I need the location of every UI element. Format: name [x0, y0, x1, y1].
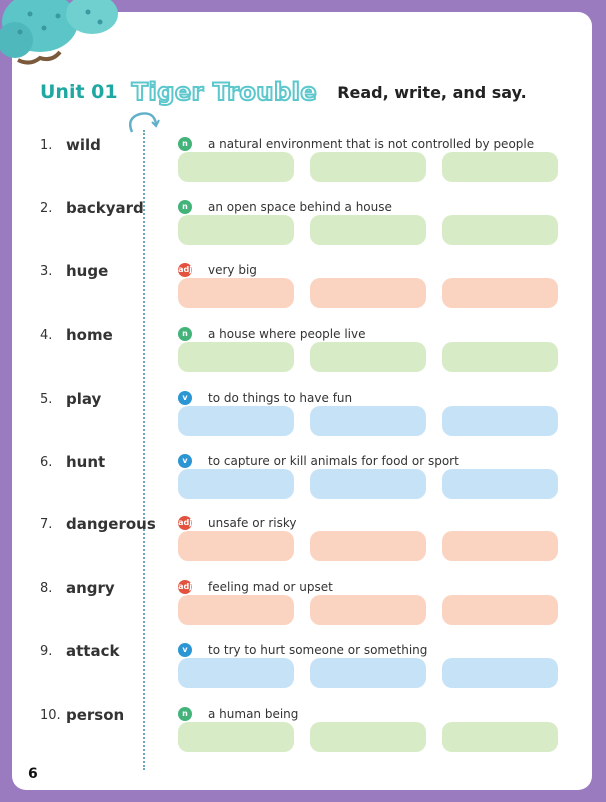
entry-word: wild	[66, 136, 101, 154]
swirl-icon	[129, 112, 160, 133]
writing-box[interactable]	[178, 278, 294, 308]
writing-box[interactable]	[442, 406, 558, 436]
vocab-entry: 7. dangerous adj unsafe or risky	[0, 515, 606, 581]
vocab-entry: 5. play v to do things to have fun	[0, 390, 606, 456]
entry-word: huge	[66, 262, 109, 280]
entry-definition: feeling mad or upset	[208, 580, 333, 594]
instruction-text: Read, write, and say.	[337, 82, 527, 102]
writing-box[interactable]	[310, 278, 426, 308]
writing-box[interactable]	[442, 658, 558, 688]
entry-definition: to try to hurt someone or something	[208, 643, 428, 657]
writing-box[interactable]	[442, 342, 558, 372]
entry-definition: very big	[208, 263, 257, 277]
writing-box[interactable]	[310, 722, 426, 752]
writing-box[interactable]	[310, 658, 426, 688]
writing-boxes	[178, 658, 558, 688]
unit-label: Unit 01	[40, 81, 118, 103]
part-of-speech-badge: n	[178, 200, 192, 214]
writing-box[interactable]	[310, 406, 426, 436]
entry-definition: to do things to have fun	[208, 391, 353, 405]
writing-boxes	[178, 215, 558, 245]
entry-word: home	[66, 326, 113, 344]
entry-word: play	[66, 390, 102, 408]
entry-number: 5.	[40, 392, 53, 407]
page-header: Unit 01 Tiger Trouble Read, write, and s…	[40, 77, 527, 107]
vocab-entry: 4. home n a house where people live	[0, 326, 606, 392]
writing-box[interactable]	[310, 342, 426, 372]
writing-box[interactable]	[442, 215, 558, 245]
page-number: 6	[28, 766, 38, 782]
writing-box[interactable]	[178, 658, 294, 688]
writing-box[interactable]	[442, 152, 558, 182]
writing-box[interactable]	[442, 469, 558, 499]
entry-number: 3.	[40, 264, 53, 279]
entry-word: dangerous	[66, 515, 156, 533]
entry-definition: a human being	[208, 707, 299, 721]
writing-box[interactable]	[178, 531, 294, 561]
writing-boxes	[178, 722, 558, 752]
entry-number: 8.	[40, 581, 53, 596]
part-of-speech-badge: n	[178, 707, 192, 721]
writing-boxes	[178, 278, 558, 308]
part-of-speech-badge: adj	[178, 580, 192, 594]
writing-box[interactable]	[310, 469, 426, 499]
entry-definition: to capture or kill animals for food or s…	[208, 454, 459, 468]
writing-boxes	[178, 595, 558, 625]
entry-number: 7.	[40, 517, 53, 532]
vocab-entry: 3. huge adj very big	[0, 262, 606, 328]
entry-word: hunt	[66, 453, 106, 471]
entry-number: 1.	[40, 138, 53, 153]
entry-word: attack	[66, 642, 120, 660]
vocab-entry: 2. backyard n an open space behind a house	[0, 199, 606, 265]
vocab-entry: 10. person n a human being	[0, 706, 606, 772]
writing-box[interactable]	[178, 215, 294, 245]
writing-box[interactable]	[178, 469, 294, 499]
writing-box[interactable]	[178, 152, 294, 182]
unit-title: Tiger Trouble	[131, 77, 318, 107]
tree-decoration-icon	[0, 0, 118, 65]
part-of-speech-badge: n	[178, 327, 192, 341]
entry-definition: unsafe or risky	[208, 516, 297, 530]
writing-box[interactable]	[310, 595, 426, 625]
writing-boxes	[178, 342, 558, 372]
vocab-entry: 9. attack v to try to hurt someone or somet…	[0, 642, 606, 708]
writing-box[interactable]	[178, 342, 294, 372]
entry-number: 6.	[40, 455, 53, 470]
writing-boxes	[178, 406, 558, 436]
writing-box[interactable]	[310, 531, 426, 561]
entry-word: backyard	[66, 199, 144, 217]
dotted-divider	[143, 130, 145, 770]
part-of-speech-badge: v	[178, 643, 192, 657]
vocab-entry: 6. hunt v to capture or kill animals for fo…	[0, 453, 606, 519]
entry-word: angry	[66, 579, 115, 597]
entry-number: 9.	[40, 644, 53, 659]
part-of-speech-badge: n	[178, 137, 192, 151]
writing-boxes	[178, 531, 558, 561]
writing-box[interactable]	[178, 595, 294, 625]
writing-boxes	[178, 152, 558, 182]
entry-number: 2.	[40, 201, 53, 216]
writing-box[interactable]	[178, 406, 294, 436]
writing-box[interactable]	[310, 215, 426, 245]
part-of-speech-badge: v	[178, 454, 192, 468]
writing-box[interactable]	[310, 152, 426, 182]
writing-box[interactable]	[442, 722, 558, 752]
writing-box[interactable]	[442, 531, 558, 561]
entry-definition: a natural environment that is not contro…	[208, 137, 535, 151]
entry-number: 10.	[40, 708, 61, 723]
vocab-entry: 1. wild n a natural environment that is not…	[0, 136, 606, 202]
writing-box[interactable]	[442, 595, 558, 625]
writing-box[interactable]	[178, 722, 294, 752]
part-of-speech-badge: v	[178, 391, 192, 405]
part-of-speech-badge: adj	[178, 263, 192, 277]
part-of-speech-badge: adj	[178, 516, 192, 530]
entry-word: person	[66, 706, 125, 724]
entry-number: 4.	[40, 328, 53, 343]
writing-box[interactable]	[442, 278, 558, 308]
entry-definition: an open space behind a house	[208, 200, 392, 214]
vocab-entry: 8. angry adj feeling mad or upset	[0, 579, 606, 645]
entry-definition: a house where people live	[208, 327, 366, 341]
writing-boxes	[178, 469, 558, 499]
